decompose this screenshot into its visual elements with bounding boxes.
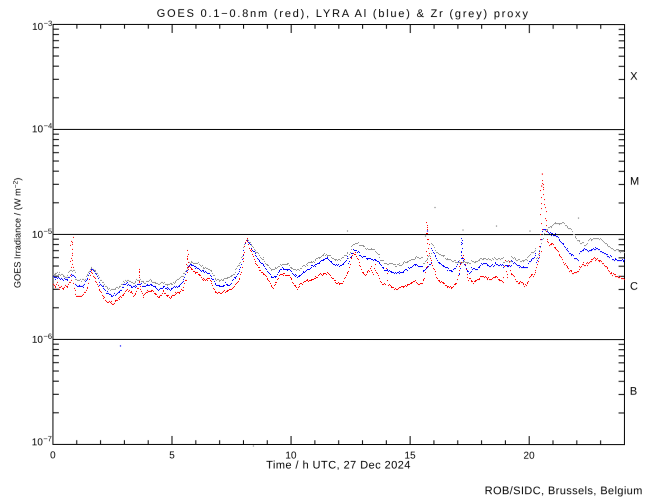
- svg-text:M: M: [630, 176, 639, 188]
- svg-text:10: 10: [285, 450, 297, 461]
- svg-text:−7: −7: [43, 434, 52, 443]
- svg-text:B: B: [630, 386, 637, 398]
- svg-text:10: 10: [32, 335, 44, 346]
- svg-text:Time / h UTC, 27 Dec 2024: Time / h UTC, 27 Dec 2024: [266, 459, 411, 471]
- svg-text:ROB/SIDC, Brussels, Belgium: ROB/SIDC, Brussels, Belgium: [485, 485, 643, 497]
- svg-text:5: 5: [169, 450, 175, 461]
- svg-text:10: 10: [32, 22, 44, 33]
- svg-text:C: C: [630, 281, 638, 293]
- svg-text:−3: −3: [44, 19, 53, 28]
- svg-text:10: 10: [32, 230, 44, 241]
- svg-text:−5: −5: [44, 227, 53, 236]
- svg-text:−4: −4: [44, 121, 53, 130]
- svg-text:15: 15: [404, 451, 416, 462]
- svg-text:GOES 0.1−0.8nm (red), LYRA Al: GOES 0.1−0.8nm (red), LYRA Al (blue) & Z…: [157, 8, 530, 20]
- svg-text:−6: −6: [43, 332, 52, 341]
- svg-text:X: X: [630, 71, 638, 83]
- svg-text:10: 10: [32, 124, 44, 135]
- svg-text:GOES Irradiance / (W m−2): GOES Irradiance / (W m−2): [12, 177, 22, 287]
- svg-text:0: 0: [50, 450, 56, 461]
- svg-text:20: 20: [523, 451, 535, 462]
- svg-text:10: 10: [32, 437, 44, 448]
